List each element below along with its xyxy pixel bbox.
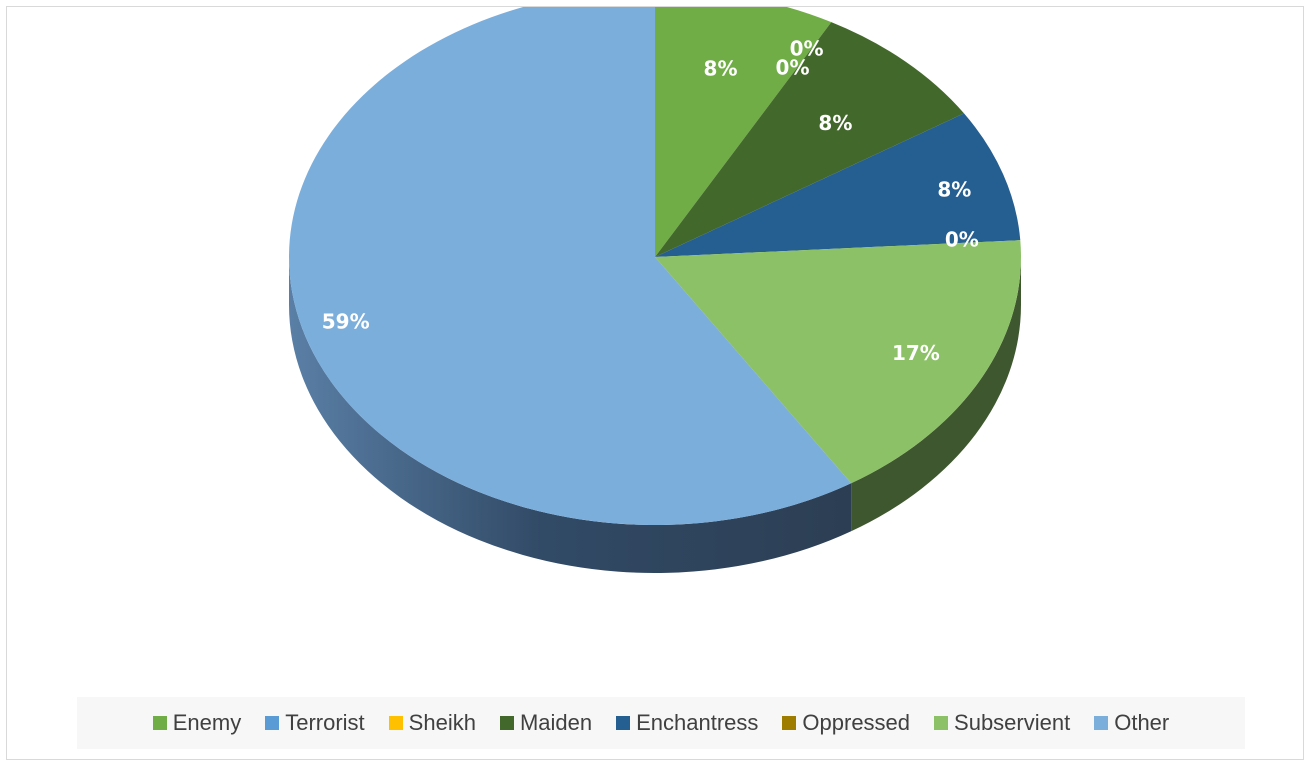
legend-swatch: [1094, 716, 1109, 730]
legend-item-enchantress: Enchantress: [616, 710, 758, 736]
legend-swatch: [934, 716, 949, 730]
slice-enchantress: [655, 113, 1021, 257]
legend-item-oppressed: Oppressed: [782, 710, 910, 736]
legend-swatch: [499, 716, 514, 730]
legend-item-terrorist: Terrorist: [265, 710, 365, 736]
legend-swatch: [388, 716, 403, 730]
slice-side-other: [289, 257, 852, 574]
legend: Enemy Terrorist Sheikh Maiden Enchantress Opp…: [77, 697, 1245, 749]
data-label-sheikh: 0%: [790, 37, 824, 61]
legend-label: Enchantress: [636, 710, 759, 735]
data-label-enemy: 8%: [704, 57, 738, 81]
data-label-maiden: 8%: [818, 111, 852, 135]
legend-label: Terrorist: [285, 710, 365, 735]
legend-label: Oppressed: [802, 710, 911, 735]
slice-maiden: [655, 22, 965, 257]
data-label-enchantress: 8%: [937, 177, 971, 201]
slice-side-subservient: [851, 257, 1021, 532]
legend-label: Enemy: [172, 710, 242, 735]
legend-item-other: Other: [1094, 710, 1169, 736]
legend-item-sheikh: Sheikh: [388, 710, 476, 736]
legend-label: Maiden: [519, 710, 593, 735]
chart-area: 8% 0% 0% 8% 8% 0% 17% 59% Enemy Terrorist Sheikh M…: [6, 6, 1304, 760]
pie-chart: 8% 0%0%8%8%0%17%59%: [289, 7, 1021, 574]
legend-label: Other: [1114, 710, 1170, 735]
legend-item-enemy: Enemy: [152, 710, 242, 736]
legend-swatch: [782, 716, 797, 730]
legend-item-subservient: Subservient: [934, 710, 1070, 736]
legend-label: Subservient: [954, 710, 1071, 735]
legend-label: Sheikh: [408, 710, 476, 735]
data-label-subservient: 17%: [892, 341, 940, 365]
data-label-terrorist: 0%: [776, 55, 810, 79]
slice-enemy: [655, 7, 832, 257]
data-label-oppressed: 0%: [945, 227, 979, 251]
slice-other: [289, 7, 852, 525]
legend-swatch: [616, 716, 631, 730]
legend-swatch: [152, 716, 167, 730]
data-label-other: 59%: [322, 309, 370, 333]
legend-swatch: [265, 716, 280, 730]
slice-subservient: [655, 240, 1021, 484]
legend-item-maiden: Maiden: [499, 710, 593, 736]
